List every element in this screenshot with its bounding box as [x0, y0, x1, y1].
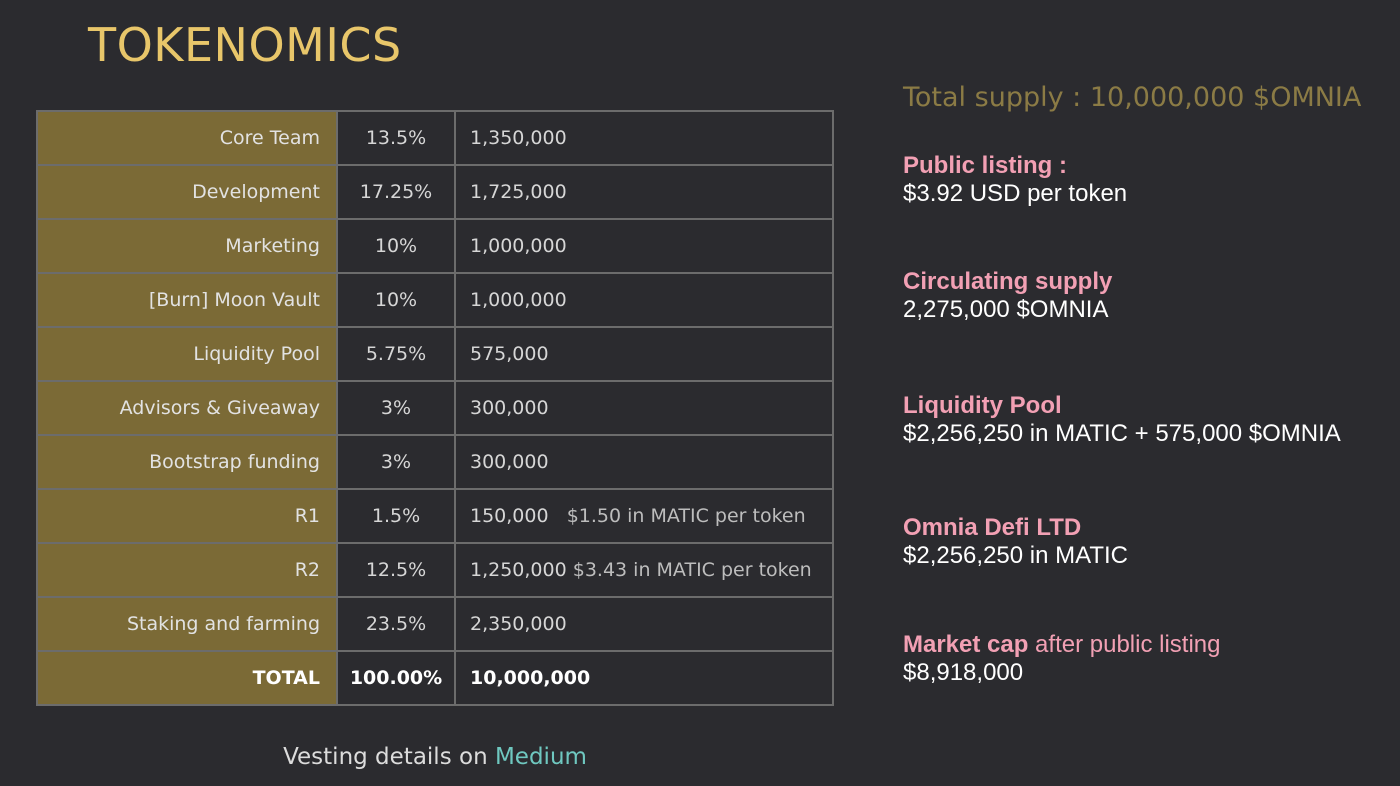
row-amount: 1,000,000 — [470, 289, 567, 311]
info-title: Public listing : — [903, 152, 1068, 179]
row-amount-cell: 1,000,000 — [454, 218, 834, 274]
info-value: $3.92 USD per token — [903, 180, 1128, 207]
row-label: R1 — [36, 488, 338, 544]
row-label: Liquidity Pool — [36, 326, 338, 382]
info-liquidity-pool: Liquidity Pool $2,256,250 in MATIC + 575… — [903, 392, 1341, 448]
total-amount-cell: 10,000,000 — [454, 650, 834, 706]
info-value: $2,256,250 in MATIC + 575,000 $OMNIA — [903, 420, 1341, 447]
row-amount: 1,725,000 — [470, 181, 567, 203]
row-percent: 10% — [336, 218, 456, 274]
total-supply: Total supply : 10,000,000 $OMNIA — [903, 82, 1362, 113]
row-amount-cell: 300,000 — [454, 434, 834, 490]
row-label: Core Team — [36, 110, 338, 166]
table-row: Advisors & Giveaway 3% 300,000 — [36, 380, 834, 436]
row-label: Bootstrap funding — [36, 434, 338, 490]
row-amount: 1,250,000 — [470, 559, 567, 581]
row-percent: 23.5% — [336, 596, 456, 652]
table-total-row: TOTAL 100.00% 10,000,000 — [36, 650, 834, 706]
row-amount-cell: 1,000,000 — [454, 272, 834, 328]
row-amount: 1,000,000 — [470, 235, 567, 257]
row-amount-cell: 2,350,000 — [454, 596, 834, 652]
row-percent: 12.5% — [336, 542, 456, 598]
info-title: Circulating supply — [903, 268, 1113, 295]
page-title: TOKENOMICS — [88, 18, 402, 72]
row-price-note: $1.50 in MATIC per token — [566, 505, 806, 527]
row-price-note: $3.43 in MATIC per token — [572, 559, 812, 581]
row-percent: 5.75% — [336, 326, 456, 382]
info-circulating-supply: Circulating supply 2,275,000 $OMNIA — [903, 268, 1112, 324]
info-public-listing: Public listing : $3.92 USD per token — [903, 152, 1127, 208]
info-omnia-defi: Omnia Defi LTD $2,256,250 in MATIC — [903, 514, 1128, 570]
row-label: Marketing — [36, 218, 338, 274]
table-row: Liquidity Pool 5.75% 575,000 — [36, 326, 834, 382]
table-row: Core Team 13.5% 1,350,000 — [36, 110, 834, 166]
info-title: Market cap — [903, 631, 1029, 658]
row-label: Advisors & Giveaway — [36, 380, 338, 436]
info-value: 2,275,000 $OMNIA — [903, 296, 1109, 323]
row-amount-cell: 300,000 — [454, 380, 834, 436]
table-row: Development 17.25% 1,725,000 — [36, 164, 834, 220]
row-amount-cell: 1,350,000 — [454, 110, 834, 166]
row-amount: 575,000 — [470, 343, 549, 365]
table-row: R1 1.5% 150,000 $1.50 in MATIC per token — [36, 488, 834, 544]
row-percent: 3% — [336, 380, 456, 436]
table-row: Bootstrap funding 3% 300,000 — [36, 434, 834, 490]
row-label: Staking and farming — [36, 596, 338, 652]
row-amount-cell: 575,000 — [454, 326, 834, 382]
medium-link[interactable]: Medium — [494, 744, 587, 770]
row-amount: 2,350,000 — [470, 613, 567, 635]
info-value: $8,918,000 — [903, 659, 1024, 686]
tokenomics-table: Core Team 13.5% 1,350,000 Development 17… — [36, 110, 834, 706]
row-label: Development — [36, 164, 338, 220]
info-title: Omnia Defi LTD — [903, 514, 1082, 541]
row-percent: 17.25% — [336, 164, 456, 220]
row-percent: 10% — [336, 272, 456, 328]
row-amount-cell: 150,000 $1.50 in MATIC per token — [454, 488, 834, 544]
total-label: TOTAL — [36, 650, 338, 706]
vesting-note: Vesting details on Medium — [36, 744, 834, 770]
table-row: [Burn] Moon Vault 10% 1,000,000 — [36, 272, 834, 328]
info-value: $2,256,250 in MATIC — [903, 542, 1129, 569]
info-title: Liquidity Pool — [903, 392, 1062, 419]
info-market-cap: Market cap after public listing $8,918,0… — [903, 631, 1220, 687]
row-amount-cell: 1,725,000 — [454, 164, 834, 220]
table-row: Staking and farming 23.5% 2,350,000 — [36, 596, 834, 652]
row-percent: 3% — [336, 434, 456, 490]
table-row: R2 12.5% 1,250,000 $3.43 in MATIC per to… — [36, 542, 834, 598]
row-amount: 300,000 — [470, 451, 549, 473]
total-percent: 100.00% — [336, 650, 456, 706]
info-title-line: Market cap after public listing — [903, 631, 1220, 659]
row-percent: 1.5% — [336, 488, 456, 544]
row-percent: 13.5% — [336, 110, 456, 166]
row-amount-cell: 1,250,000 $3.43 in MATIC per token — [454, 542, 834, 598]
row-label: R2 — [36, 542, 338, 598]
row-amount: 1,350,000 — [470, 127, 567, 149]
table-row: Marketing 10% 1,000,000 — [36, 218, 834, 274]
info-title-suffix: after public listing — [1028, 631, 1221, 658]
vesting-text: Vesting details on — [283, 744, 495, 770]
row-label: [Burn] Moon Vault — [36, 272, 338, 328]
row-amount: 150,000 — [470, 505, 549, 527]
total-amount: 10,000,000 — [470, 667, 591, 689]
row-amount: 300,000 — [470, 397, 549, 419]
